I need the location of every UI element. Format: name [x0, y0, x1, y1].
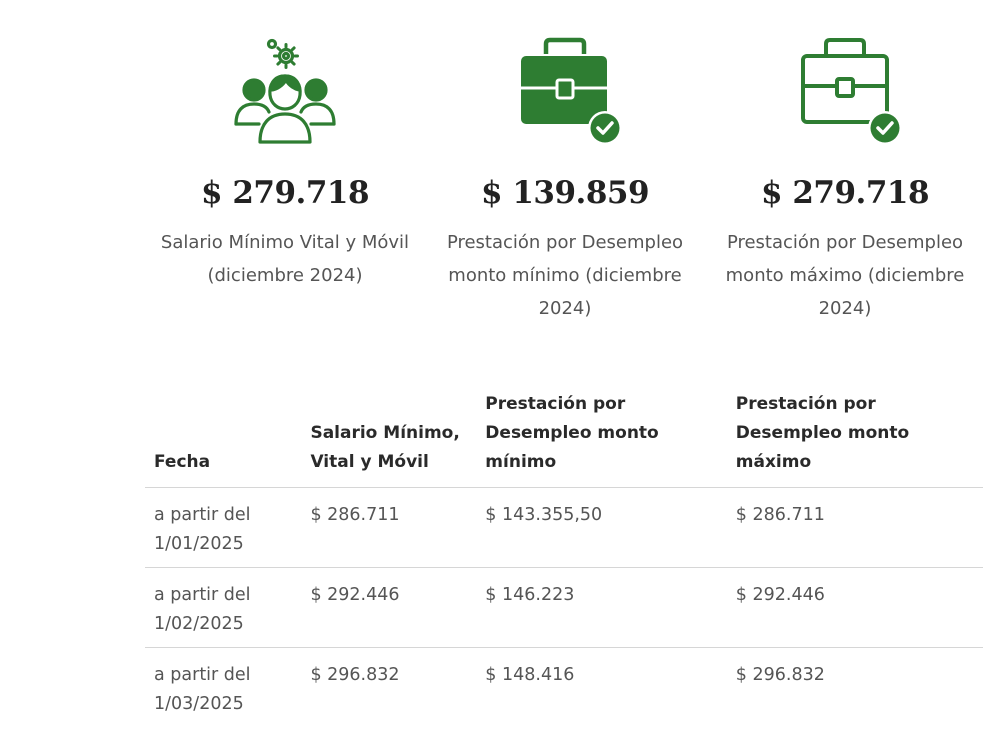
cell-fecha: a partir del 1/01/2025	[145, 487, 302, 568]
cell-fecha: a partir del 1/02/2025	[145, 567, 302, 648]
amount-description: Salario Mínimo Vital y Móvil (diciembre …	[160, 232, 410, 286]
column-header-prestacion-maximo: Prestación por Desempleo monto máximo	[726, 390, 983, 488]
amount-value: $ 139.859	[480, 175, 650, 211]
cell-prestacion-minimo: $ 148.416	[485, 665, 575, 685]
people-gear-icon	[229, 34, 341, 150]
cell-prestacion-minimo: $ 146.223	[476, 567, 727, 648]
table-row: a partir del 1/02/2025 $ 292.446 $ 146.2…	[145, 567, 983, 648]
column-header-fecha: Fecha	[145, 390, 302, 488]
amount-description: Prestación por Desempleo monto máximo (d…	[725, 232, 965, 319]
table-row: a partir del 1/01/2025 $ 286.711 $ 143.3…	[145, 487, 983, 568]
summary-card-prestacion-maximo: $ 279.718 Prestación por Desempleo monto…	[720, 30, 970, 360]
summary-card-salario-minimo: $ 279.718 Salario Mínimo Vital y Móvil (…	[160, 30, 410, 290]
cell-salario: $ 296.832	[310, 665, 400, 685]
amount-value: $ 279.718	[200, 175, 370, 211]
briefcase-check-outline-icon	[789, 34, 902, 150]
column-header-prestacion-minimo: Prestación por Desempleo monto mínimo	[476, 390, 727, 488]
cell-prestacion-maximo: $ 296.832	[735, 665, 825, 685]
cell-fecha: a partir del 1/03/2025	[154, 665, 251, 714]
briefcase-check-filled-icon	[509, 34, 622, 150]
table-row: a partir del 1/03/2025 $ 296.832 $ 148.4…	[145, 648, 983, 728]
cell-prestacion-minimo: $ 143.355,50	[476, 487, 727, 568]
cell-salario: $ 286.711	[301, 487, 477, 568]
amount-value: $ 279.718	[760, 175, 930, 211]
cell-prestacion-maximo: $ 286.711	[726, 487, 983, 568]
salary-table: Fecha Salario Mínimo, Vital y Móvil Pres…	[145, 390, 983, 727]
table-header-row: Fecha Salario Mínimo, Vital y Móvil Pres…	[145, 390, 983, 488]
amount-description: Prestación por Desempleo monto mínimo (d…	[446, 232, 684, 319]
cell-salario: $ 292.446	[301, 567, 477, 648]
summary-card-prestacion-minimo: $ 139.859 Prestación por Desempleo monto…	[440, 30, 690, 360]
column-header-salario: Salario Mínimo, Vital y Móvil	[301, 390, 477, 488]
cell-prestacion-maximo: $ 292.446	[726, 567, 983, 648]
